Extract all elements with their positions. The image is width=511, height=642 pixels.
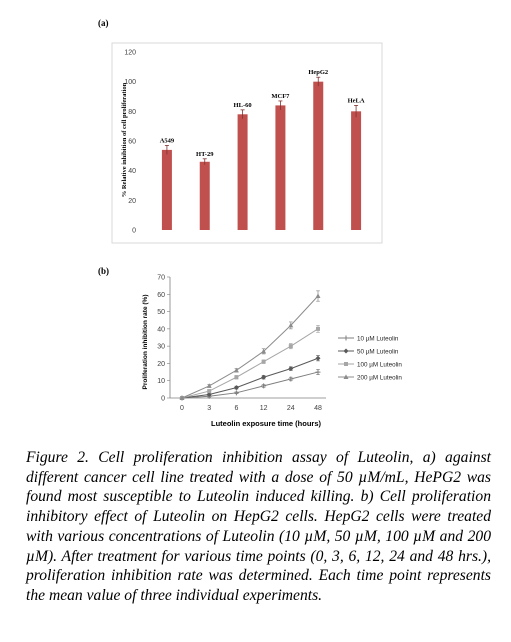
chart-a-y-tick: 40 xyxy=(128,168,136,175)
bar-label-hela: HeLA xyxy=(348,97,365,104)
chart-a-y-tick: 120 xyxy=(124,50,136,57)
bar-label-a549: A549 xyxy=(160,137,175,144)
panel-a-label: (a) xyxy=(98,18,109,28)
bar-hl-60 xyxy=(237,114,248,230)
chart-a-y-tick: 60 xyxy=(128,139,136,146)
bar-label-hl-60: HL-60 xyxy=(234,102,252,109)
bar-label-mcf7: MCF7 xyxy=(271,93,290,100)
bar-mcf7 xyxy=(275,105,286,230)
chart-a-y-tick: 100 xyxy=(124,79,136,86)
figure-label: Figure 2. xyxy=(26,449,89,466)
bar-label-ht-29: HT-29 xyxy=(196,151,214,158)
figure-caption: Figure 2. Cell proliferation inhibition … xyxy=(26,448,491,606)
bar-hela xyxy=(351,111,362,230)
caption-text: Cell proliferation inhibition assay of L… xyxy=(26,449,491,604)
chart-a-y-axis-label: % Relative inhibition of cell proliferat… xyxy=(121,82,128,197)
chart-a-y-tick: 80 xyxy=(128,109,136,116)
bar-ht-29 xyxy=(199,161,210,230)
panel-b-label: (b) xyxy=(98,266,109,276)
bar-hepg2 xyxy=(313,81,324,231)
bar-a549 xyxy=(161,149,172,230)
chart-a-frame xyxy=(111,42,383,244)
chart-a-y-tick: 0 xyxy=(132,228,136,235)
chart-a-y-tick: 20 xyxy=(128,198,136,205)
bar-label-hepg2: HepG2 xyxy=(308,69,328,76)
